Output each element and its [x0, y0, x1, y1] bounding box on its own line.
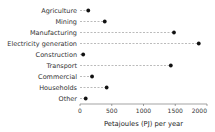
stem: [80, 32, 174, 33]
x-tick-label: 1500: [168, 107, 183, 114]
category-label: Agriculture: [41, 7, 77, 15]
category-label: Other: [59, 95, 78, 103]
dot: [103, 20, 107, 24]
x-tick: [80, 104, 81, 106]
stem: [80, 65, 171, 66]
category-label: Manufacturing: [30, 29, 77, 37]
chart: Agriculture Mining Manufacturing Electricit…: [0, 0, 215, 132]
category-label: Mining: [55, 18, 77, 26]
x-tick-label: 500: [106, 107, 118, 114]
dot: [86, 9, 90, 13]
category-label: Households: [39, 84, 77, 92]
marks: [80, 9, 201, 101]
x-tick: [143, 104, 144, 106]
category-label: Transport: [45, 62, 77, 70]
dot: [81, 53, 85, 57]
x-tick: [207, 104, 208, 106]
dot: [105, 86, 109, 90]
category-label: Electricity generation: [7, 40, 77, 48]
dot: [169, 64, 173, 68]
x-tick: [111, 104, 112, 106]
x-axis-label: Petajoules (PJ) per year: [104, 120, 183, 128]
dot: [84, 97, 88, 101]
stem: [80, 87, 107, 88]
stem: [80, 43, 199, 44]
category-label: Construction: [36, 51, 77, 59]
category-label: Commercial: [38, 73, 77, 81]
x-tick-label: 2000: [192, 107, 207, 114]
dot: [90, 75, 94, 79]
x-tick-label: 1000: [136, 107, 151, 114]
x-tick-label: 0: [78, 107, 82, 114]
dot: [197, 42, 201, 46]
dot: [172, 31, 176, 35]
stem: [80, 21, 105, 22]
x-tick: [175, 104, 176, 106]
